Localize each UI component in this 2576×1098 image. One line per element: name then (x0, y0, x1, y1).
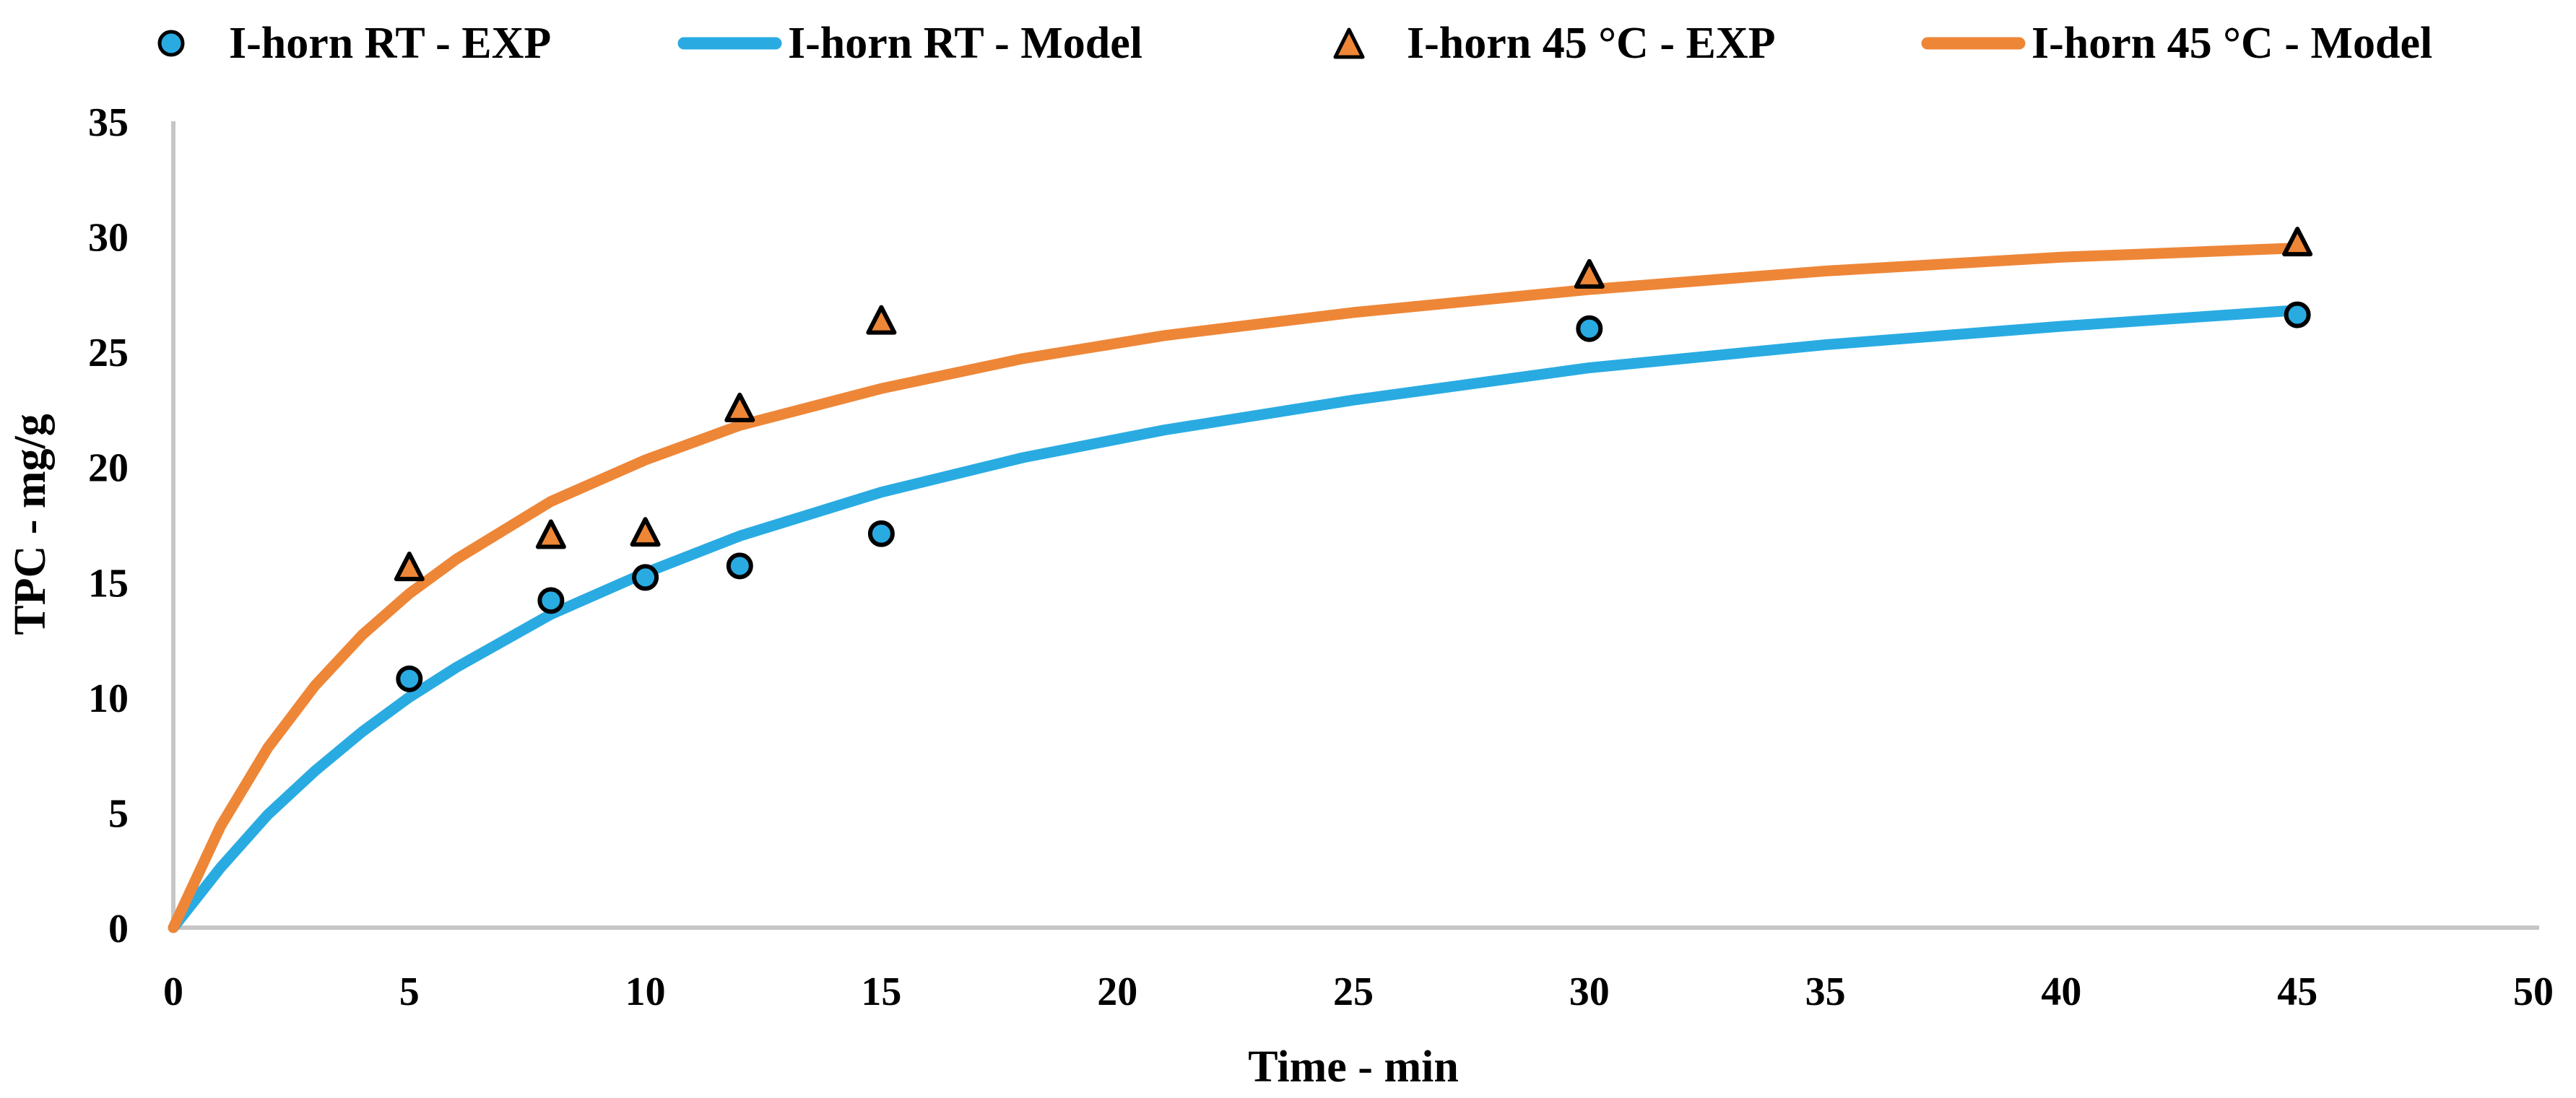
x-axis-title: Time - min (1248, 1042, 1459, 1092)
line-marker-icon (1921, 22, 2026, 65)
x-tick-label: 50 (2513, 970, 2554, 1014)
x-tick-label: 25 (1333, 970, 1374, 1014)
y-tick-label: 20 (88, 446, 129, 491)
y-tick-label: 35 (88, 100, 129, 145)
legend-label-rt-exp: I-horn RT - EXP (229, 19, 552, 68)
y-tick-label: 25 (88, 331, 129, 375)
data-point-circle-i-horn-rt-exp (632, 564, 659, 591)
legend-label-rt-model: I-horn RT - Model (788, 19, 1142, 68)
data-point-triangle-i-horn-45-c-exp (394, 552, 425, 582)
data-point-circle-i-horn-rt-exp (2284, 301, 2311, 328)
x-tick-label: 30 (1569, 970, 1610, 1014)
data-point-triangle-i-horn-45-c-exp (535, 519, 566, 549)
y-tick-label: 15 (88, 561, 129, 606)
x-tick-label: 5 (399, 970, 420, 1014)
data-point-circle-i-horn-rt-exp (867, 520, 895, 547)
data-point-triangle-i-horn-45-c-exp (724, 392, 755, 422)
data-point-circle-i-horn-rt-exp (726, 552, 753, 580)
data-point-triangle-i-horn-45-c-exp (630, 517, 661, 547)
circle-marker-icon (118, 22, 223, 65)
y-tick-label: 5 (108, 791, 129, 836)
y-tick-label: 0 (108, 907, 129, 951)
y-tick-label: 30 (88, 216, 129, 261)
x-tick-label: 35 (1805, 970, 1846, 1014)
legend-label-45c-exp: I-horn 45 °C - EXP (1407, 19, 1776, 68)
triangle-marker-icon (1296, 22, 1401, 65)
line-marker-icon (677, 22, 782, 65)
legend-item-45c-model: I-horn 45 °C - Model (1921, 13, 2432, 74)
y-tick-label: 10 (88, 676, 129, 721)
chart-legend: I-horn RT - EXP I-horn RT - Model I-horn… (0, 0, 2576, 79)
data-point-triangle-i-horn-45-c-exp (2282, 227, 2313, 257)
x-tick-label: 10 (625, 970, 666, 1014)
series-line-i-horn-rt-model (168, 305, 2303, 933)
legend-item-45c-exp: I-horn 45 °C - EXP (1296, 13, 1775, 74)
x-tick-label: 20 (1097, 970, 1137, 1014)
data-point-triangle-i-horn-45-c-exp (866, 305, 897, 335)
legend-item-rt-model: I-horn RT - Model (677, 13, 1142, 74)
data-point-circle-i-horn-rt-exp (537, 587, 565, 614)
x-tick-label: 40 (2041, 970, 2081, 1014)
x-tick-label: 45 (2277, 970, 2317, 1014)
series-line-i-horn-45-c-model (168, 243, 2303, 933)
data-point-circle-i-horn-rt-exp (1576, 315, 1603, 342)
x-tick-label: 0 (163, 970, 183, 1014)
legend-item-rt-exp: I-horn RT - EXP (118, 13, 551, 74)
data-point-triangle-i-horn-45-c-exp (1574, 258, 1605, 289)
data-point-circle-i-horn-rt-exp (396, 665, 423, 692)
y-axis-title: TPC - mg/g (6, 414, 55, 635)
legend-label-45c-model: I-horn 45 °C - Model (2031, 19, 2433, 68)
x-tick-label: 15 (861, 970, 901, 1014)
